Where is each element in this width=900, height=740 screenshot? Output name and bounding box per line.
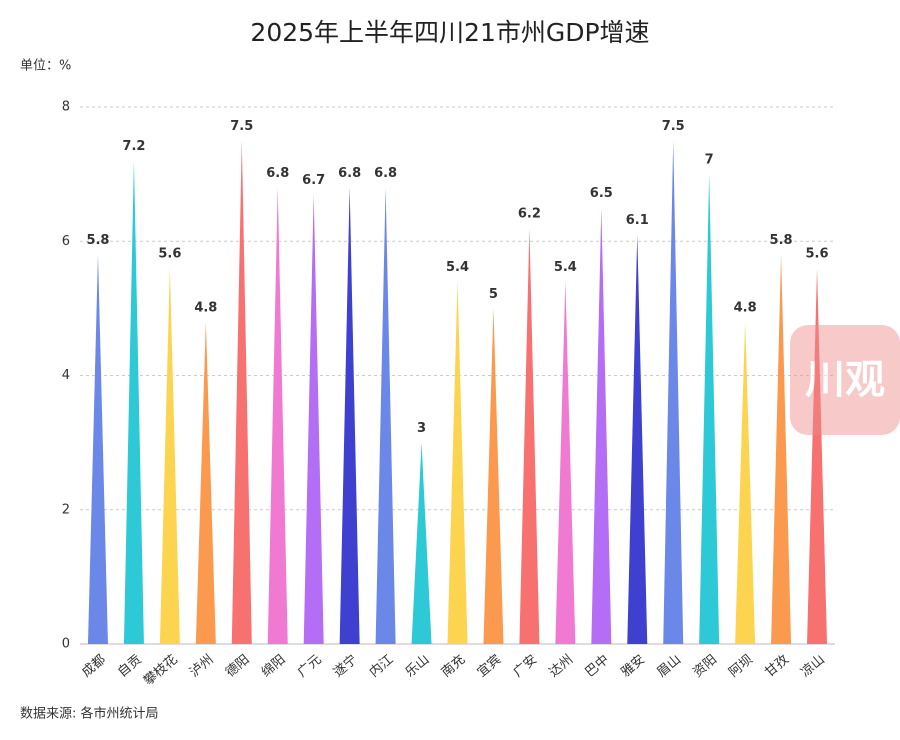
x-tick-label: 德阳 <box>223 652 253 680</box>
value-label: 5.8 <box>770 233 793 248</box>
value-label: 6.1 <box>626 213 649 228</box>
value-label: 6.2 <box>518 206 541 221</box>
spike-bar <box>267 187 288 645</box>
spike-bar <box>483 308 504 644</box>
value-label: 4.8 <box>194 300 217 315</box>
value-label: 4.8 <box>734 300 757 315</box>
x-tick-label: 成都 <box>79 652 109 680</box>
value-label: 5 <box>489 287 498 302</box>
spike-bar <box>231 140 252 644</box>
x-tick-label: 甘孜 <box>762 652 792 680</box>
spike-bar <box>699 174 720 644</box>
x-tick-label: 巴中 <box>583 652 613 680</box>
value-label: 3 <box>417 421 426 436</box>
spike-bar <box>303 194 324 644</box>
value-label: 5.6 <box>158 247 181 262</box>
spike-bar <box>87 254 108 645</box>
watermark: 川观 <box>790 325 900 435</box>
x-tick-label: 雅安 <box>619 652 649 680</box>
x-tick-label: 凉山 <box>798 652 828 680</box>
x-tick-label: 自贡 <box>115 652 145 680</box>
y-tick-label: 4 <box>62 368 70 383</box>
x-tick-label: 遂宁 <box>330 651 360 680</box>
spike-bar <box>807 268 828 644</box>
value-label: 6.5 <box>590 186 613 201</box>
value-label: 5.6 <box>806 247 829 262</box>
y-tick-label: 6 <box>62 234 70 249</box>
x-tick-label: 宜宾 <box>474 651 504 680</box>
spike-bar <box>555 281 576 644</box>
x-tick-label: 广元 <box>295 652 325 680</box>
spike-bar <box>591 207 612 644</box>
spike-bar <box>447 281 468 644</box>
x-tick-label: 泸州 <box>187 652 217 680</box>
value-label: 5.4 <box>446 260 469 275</box>
watermark-box <box>790 325 900 435</box>
x-tick-label: 广安 <box>511 652 541 680</box>
value-label: 6.8 <box>338 166 361 181</box>
spike-bar <box>519 227 540 644</box>
spike-bar <box>627 234 648 644</box>
value-label: 5.8 <box>86 233 109 248</box>
x-tick-label: 攀枝花 <box>141 651 181 688</box>
y-tick-label: 8 <box>62 100 70 115</box>
value-label: 7.5 <box>662 119 685 134</box>
spike-bar <box>375 187 396 645</box>
value-label: 7.2 <box>122 139 145 154</box>
unit-label: 单位：% <box>20 59 71 74</box>
spike-bar <box>339 187 360 645</box>
x-tick-label: 内江 <box>366 651 396 680</box>
watermark-text: 川观 <box>805 357 885 403</box>
source-note: 数据来源: 各市州统计局 <box>20 706 159 722</box>
value-label: 6.8 <box>266 166 289 181</box>
spike-bar <box>159 268 180 644</box>
x-tick-label: 乐山 <box>403 652 433 680</box>
x-tick-label: 绵阳 <box>259 652 289 680</box>
value-label: 7 <box>705 153 714 168</box>
value-label: 6.7 <box>302 173 325 188</box>
x-tick-label: 阿坝 <box>726 652 756 680</box>
value-label: 5.4 <box>554 260 577 275</box>
spike-bar <box>735 321 756 644</box>
y-tick-label: 2 <box>62 502 70 517</box>
x-tick-label: 资阳 <box>690 652 720 680</box>
spike-bar <box>123 160 144 644</box>
spike-bar <box>195 321 216 644</box>
y-tick-label: 0 <box>62 637 70 652</box>
x-tick-label: 达州 <box>547 652 577 680</box>
chart-title: 2025年上半年四川21市州GDP增速 <box>250 18 649 47</box>
spike-bar <box>411 442 432 644</box>
x-tick-label: 眉山 <box>654 652 684 680</box>
spike-bar <box>771 254 792 645</box>
x-tick-label: 南充 <box>438 651 468 680</box>
spike-bar <box>663 140 684 644</box>
value-label: 6.8 <box>374 166 397 181</box>
value-label: 7.5 <box>230 119 253 134</box>
